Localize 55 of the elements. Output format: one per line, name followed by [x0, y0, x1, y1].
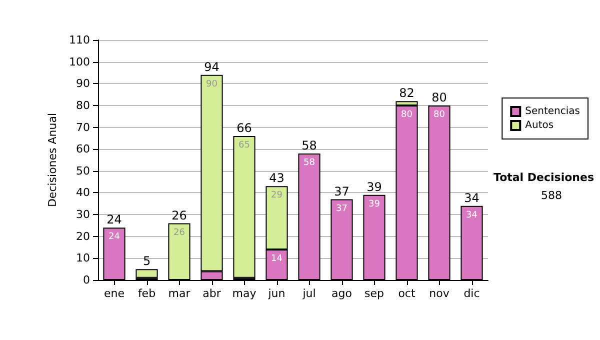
data-label: 39: [368, 199, 380, 210]
y-tick-label: 40: [76, 186, 90, 200]
total-label: 80: [432, 90, 447, 104]
data-label: 65: [238, 140, 250, 150]
total-label: 58: [302, 138, 317, 152]
data-label: 34: [466, 210, 478, 220]
x-tick-label: dic: [464, 287, 480, 300]
y-tick-label: 70: [76, 120, 90, 134]
x-tick-label: sep: [364, 287, 384, 300]
y-tick-label: 100: [69, 55, 90, 68]
legend-label: Sentencias: [525, 106, 580, 117]
data-label: 80: [434, 110, 446, 120]
x-tick-label: feb: [138, 287, 156, 300]
total-label: 37: [334, 184, 350, 198]
data-label: 24: [108, 232, 120, 242]
x-tick-label: oct: [398, 287, 416, 300]
total-label: 5: [142, 254, 151, 268]
x-tick-label: abr: [202, 287, 222, 300]
y-tick-label: 60: [76, 142, 90, 156]
x-tick-label: may: [232, 287, 257, 300]
total-label: 43: [269, 171, 284, 186]
legend-label: Autos: [525, 120, 554, 131]
data-label: 14: [271, 254, 283, 264]
text: Total Decisiones: [494, 171, 594, 184]
bar: [136, 269, 158, 278]
data-label: 26: [174, 228, 186, 238]
y-tick-label: 0: [83, 274, 90, 286]
x-tick-label: ago: [332, 287, 352, 300]
y-tick-label: 80: [76, 98, 90, 112]
total-label: 82: [399, 86, 414, 100]
x-tick-label: jul: [302, 287, 316, 300]
total-label: 24: [106, 212, 122, 227]
total-label: 26: [172, 208, 187, 222]
data-label: 29: [271, 190, 283, 201]
total-label: 66: [236, 121, 252, 135]
x-tick-label: jun: [267, 287, 286, 300]
y-axis-title: Decisiones Anual: [46, 112, 60, 208]
x-tick-label: mar: [168, 287, 191, 300]
x-tick-label: nov: [429, 287, 450, 300]
data-label: 80: [401, 110, 413, 120]
total-label: 39: [366, 180, 382, 194]
y-tick-label: 10: [76, 252, 90, 265]
y-tick-label: 110: [69, 34, 90, 46]
y-tick-label: 50: [76, 164, 90, 178]
total-label: 34: [464, 190, 480, 205]
data-label: 37: [336, 204, 348, 214]
y-tick-label: 30: [76, 208, 90, 222]
x-tick-label: ene: [104, 287, 125, 300]
total-label: 94: [204, 60, 220, 74]
data-label: 90: [206, 79, 218, 90]
bar: [233, 136, 256, 278]
data-label: 58: [304, 158, 316, 168]
text: 588: [541, 189, 562, 202]
y-tick-label: 20: [76, 230, 90, 243]
y-tick-label: 90: [76, 77, 90, 90]
